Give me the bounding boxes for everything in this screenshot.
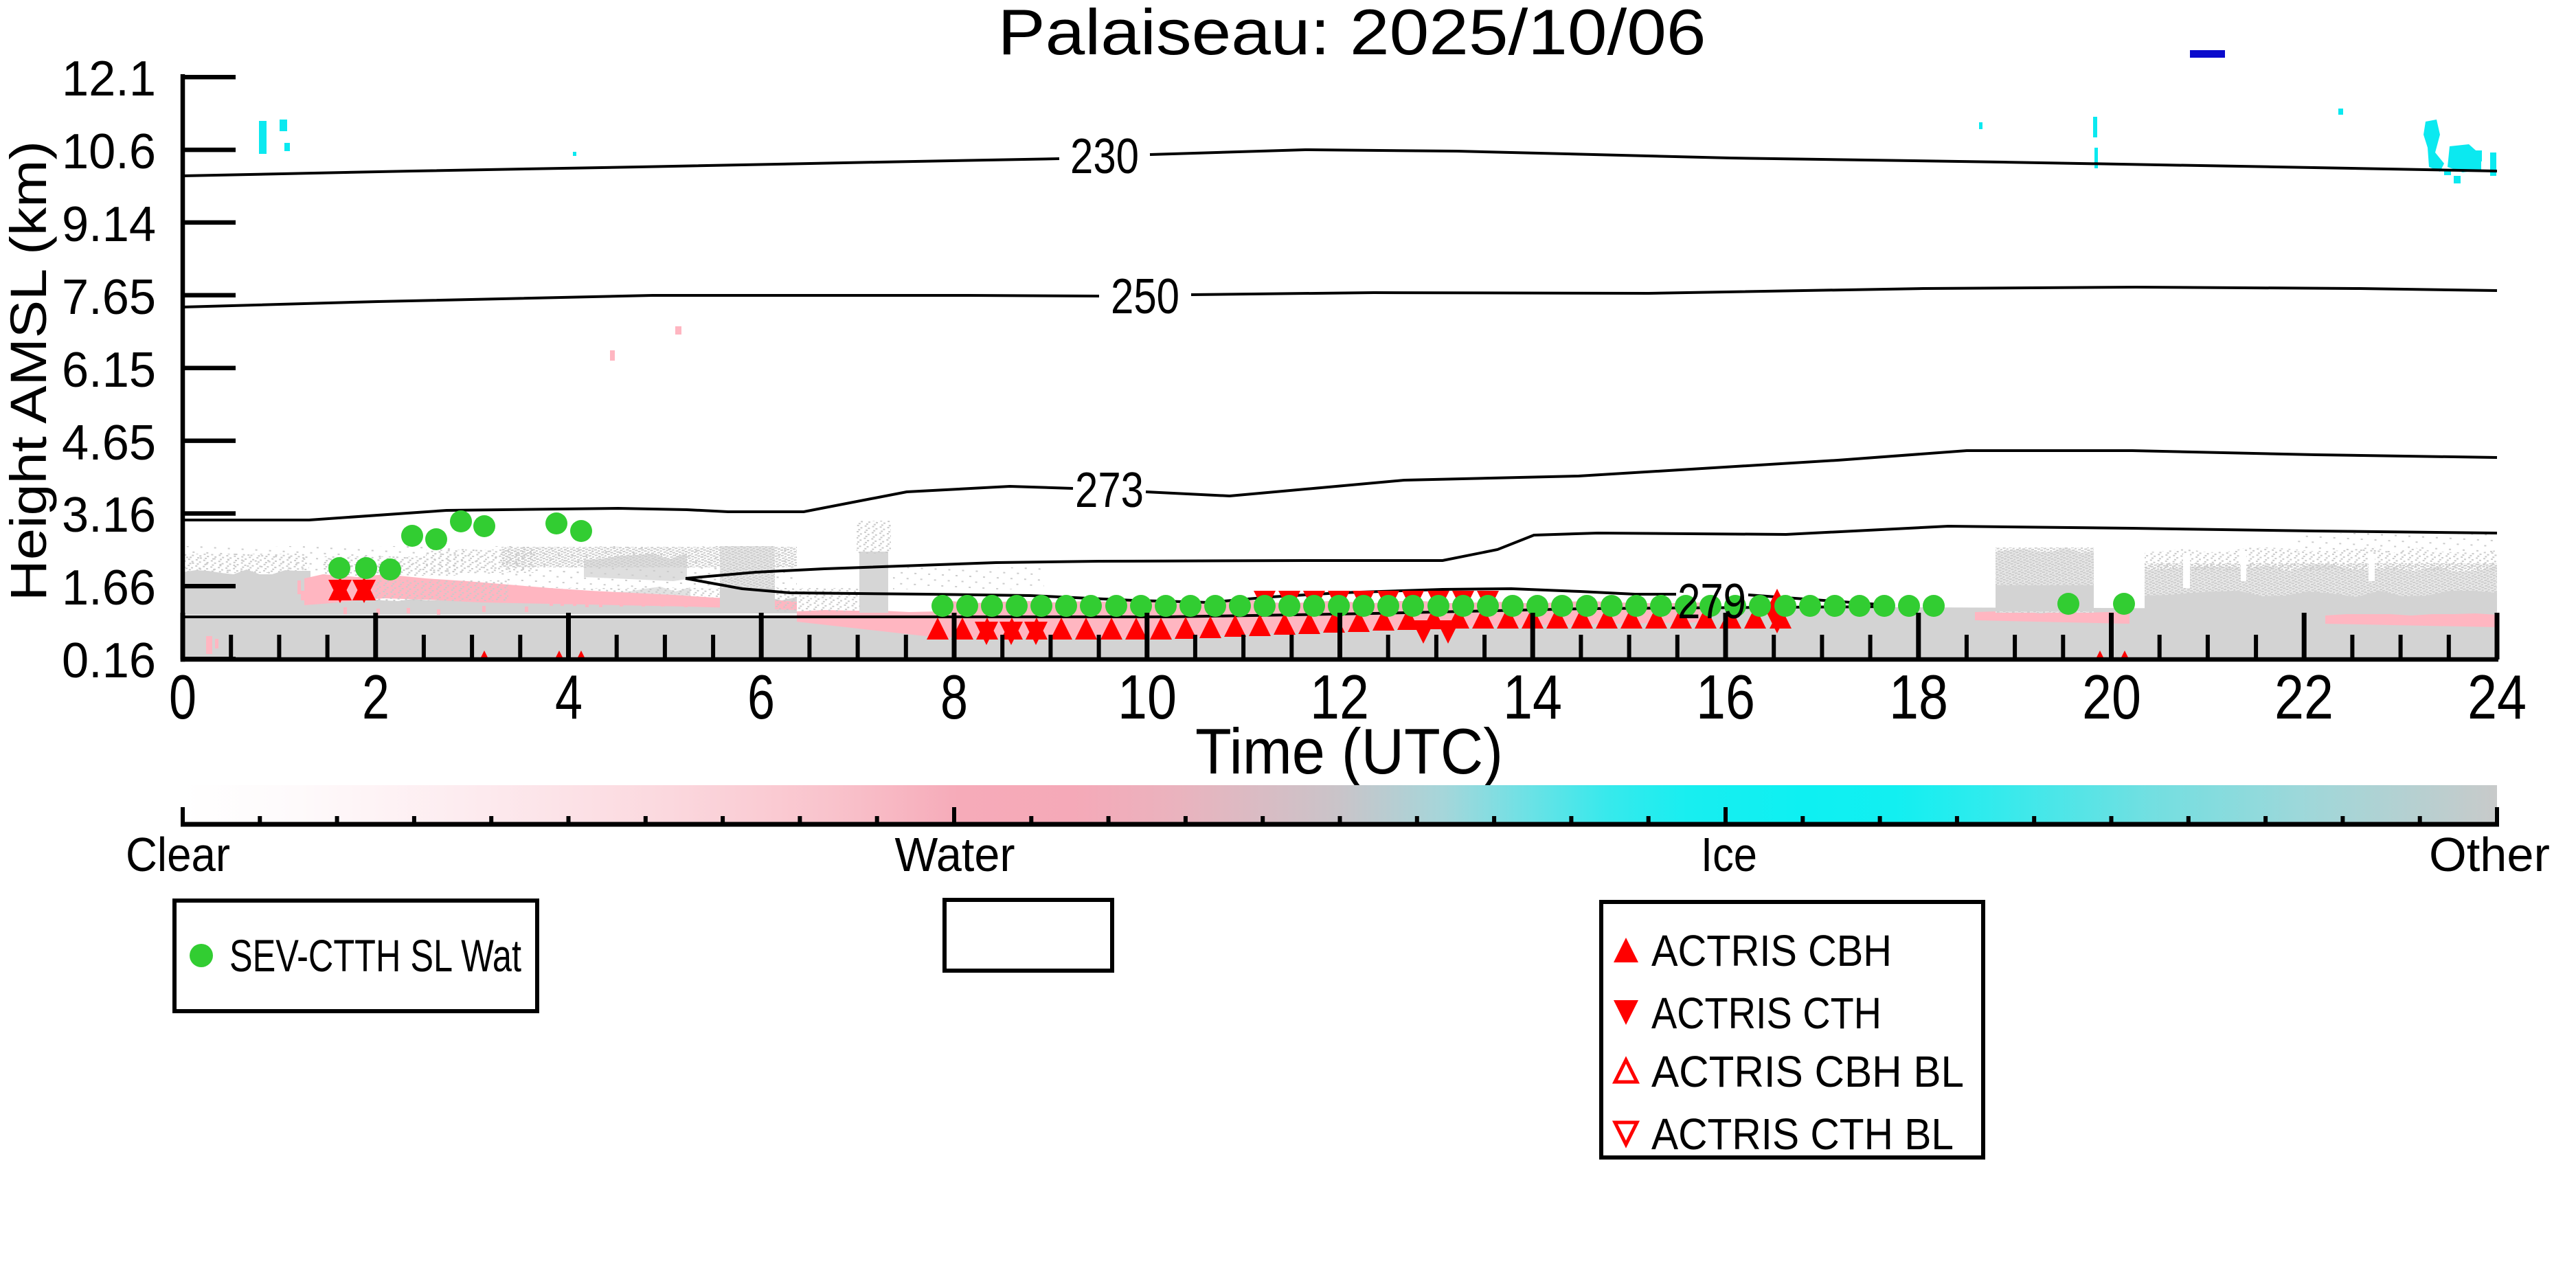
- svg-text:Clear: Clear: [126, 828, 230, 881]
- svg-text:250: 250: [1111, 269, 1179, 324]
- svg-text:Ice: Ice: [1701, 828, 1757, 881]
- svg-text:22: 22: [2274, 663, 2334, 732]
- svg-text:1.66: 1.66: [62, 561, 156, 615]
- svg-text:14: 14: [1503, 663, 1562, 732]
- svg-text:Other: Other: [2429, 828, 2550, 881]
- svg-text:4: 4: [555, 663, 583, 732]
- svg-text:10: 10: [1118, 663, 1177, 732]
- svg-text:24: 24: [2467, 663, 2527, 732]
- svg-text:9.14: 9.14: [62, 197, 156, 252]
- svg-text:SEV-CTTH SL Wat: SEV-CTTH SL Wat: [229, 930, 521, 981]
- svg-text:6: 6: [747, 663, 775, 732]
- svg-text:0: 0: [169, 663, 196, 732]
- svg-text:Water: Water: [895, 828, 1015, 881]
- svg-text:Palaiseau: 2025/10/06: Palaiseau: 2025/10/06: [998, 0, 1706, 68]
- svg-text:4.65: 4.65: [62, 416, 156, 471]
- svg-text:230: 230: [1070, 129, 1139, 184]
- svg-text:8: 8: [940, 663, 968, 732]
- svg-text:7.65: 7.65: [62, 270, 156, 325]
- svg-text:12.1: 12.1: [62, 52, 156, 106]
- svg-text:ACTRIS CBH BL: ACTRIS CBH BL: [1651, 1047, 1964, 1096]
- svg-text:20: 20: [2082, 663, 2141, 732]
- svg-text:12: 12: [1310, 663, 1369, 732]
- svg-text:2: 2: [362, 663, 389, 732]
- svg-text:ACTRIS CTH: ACTRIS CTH: [1651, 988, 1882, 1038]
- svg-text:0.16: 0.16: [62, 633, 156, 688]
- svg-text:ACTRIS CBH: ACTRIS CBH: [1651, 926, 1892, 975]
- svg-text:Height AMSL (km): Height AMSL (km): [0, 141, 57, 601]
- svg-text:16: 16: [1696, 663, 1755, 732]
- svg-text:3.16: 3.16: [62, 488, 156, 543]
- svg-text:6.15: 6.15: [62, 343, 156, 398]
- svg-text:279: 279: [1677, 574, 1746, 629]
- svg-text:10.6: 10.6: [62, 124, 156, 179]
- svg-text:ACTRIS CTH BL: ACTRIS CTH BL: [1651, 1109, 1954, 1159]
- svg-text:Time (UTC): Time (UTC): [1195, 715, 1503, 787]
- svg-text:273: 273: [1075, 463, 1144, 518]
- svg-text:18: 18: [1889, 663, 1948, 732]
